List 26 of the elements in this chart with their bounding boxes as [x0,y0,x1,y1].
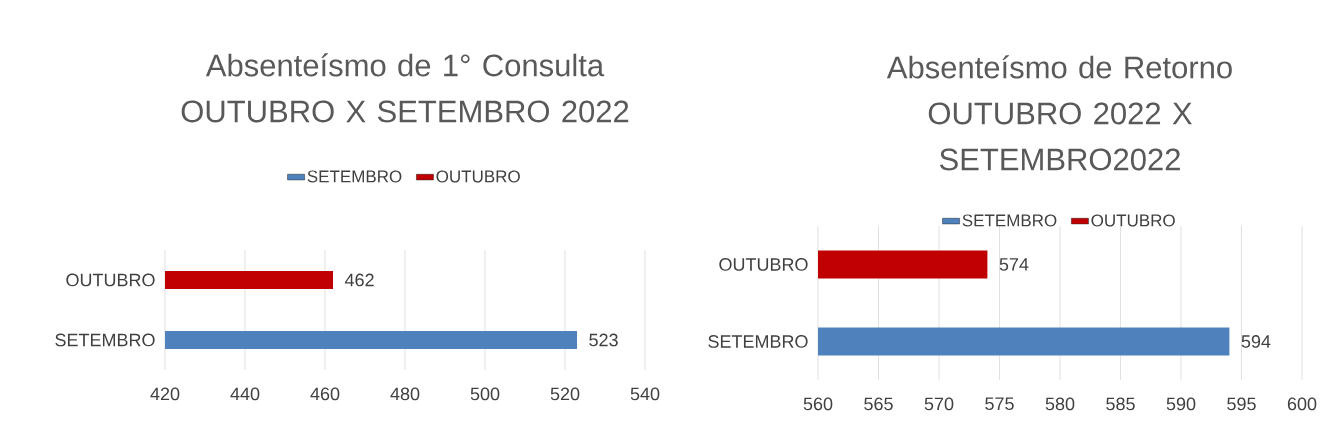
x-tick-label: 570 [924,397,954,411]
x-tick-label: 600 [1287,397,1317,411]
legend-label: SETEMBRO [307,170,402,183]
x-tick-label: 480 [390,387,420,401]
x-tick-label: 460 [310,387,340,401]
chart-title: Absenteísmo de 1° Consulta OUTUBRO X SETEMBRO 2022 [181,53,629,123]
chart-title: Absenteísmo de Retorno OUTUBRO 2022 X SETEMBRO2022 [886,55,1232,171]
x-tick-label: 585 [1106,397,1135,411]
data-label: 574 [999,258,1029,271]
data-label: 594 [1241,335,1271,348]
legend-label: SETEMBRO [962,214,1057,227]
data-label: 462 [344,273,374,287]
x-tick-label: 560 [803,397,833,411]
x-tick-label: 580 [1045,397,1075,411]
legend-label: OUTUBRO [436,170,520,183]
x-tick-label: 595 [1227,397,1256,411]
x-tick-label: 565 [864,397,893,411]
x-tick-label: 590 [1166,397,1196,411]
x-tick-label: 540 [630,387,660,401]
x-tick-label: 440 [230,387,260,401]
x-tick-label: 420 [150,387,180,401]
legend-label: OUTUBRO [1091,214,1175,227]
x-tick-label: 520 [550,387,580,401]
x-tick-label: 500 [470,387,500,401]
x-tick-label: 575 [985,397,1014,411]
data-label: 523 [589,333,618,347]
